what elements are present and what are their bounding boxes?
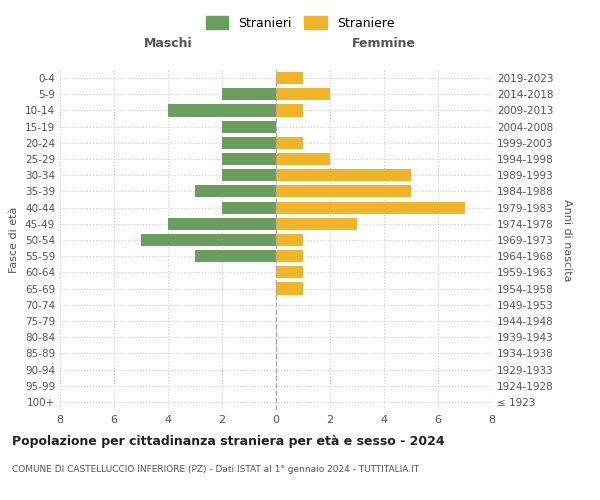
Bar	[276, 169, 411, 181]
Bar	[195, 186, 276, 198]
Bar	[195, 250, 276, 262]
Y-axis label: Anni di nascita: Anni di nascita	[562, 198, 572, 281]
Bar	[276, 282, 303, 294]
Text: Femmine: Femmine	[352, 37, 416, 50]
Bar	[168, 104, 276, 117]
Bar	[276, 186, 411, 198]
Text: COMUNE DI CASTELLUCCIO INFERIORE (PZ) - Dati ISTAT al 1° gennaio 2024 - TUTTITAL: COMUNE DI CASTELLUCCIO INFERIORE (PZ) - …	[12, 465, 419, 474]
Y-axis label: Fasce di età: Fasce di età	[10, 207, 19, 273]
Bar	[141, 234, 276, 246]
Bar	[222, 153, 276, 165]
Bar	[276, 88, 330, 101]
Text: Popolazione per cittadinanza straniera per età e sesso - 2024: Popolazione per cittadinanza straniera p…	[12, 435, 445, 448]
Bar	[276, 266, 303, 278]
Bar	[168, 218, 276, 230]
Bar	[276, 234, 303, 246]
Bar	[222, 137, 276, 149]
Bar	[276, 104, 303, 117]
Bar	[276, 153, 330, 165]
Bar	[276, 72, 303, 84]
Bar	[222, 169, 276, 181]
Bar	[222, 88, 276, 101]
Bar	[276, 218, 357, 230]
Bar	[222, 120, 276, 132]
Legend: Stranieri, Straniere: Stranieri, Straniere	[201, 11, 399, 35]
Bar	[222, 202, 276, 213]
Bar	[276, 250, 303, 262]
Bar	[276, 202, 465, 213]
Bar	[276, 137, 303, 149]
Text: Maschi: Maschi	[143, 37, 193, 50]
